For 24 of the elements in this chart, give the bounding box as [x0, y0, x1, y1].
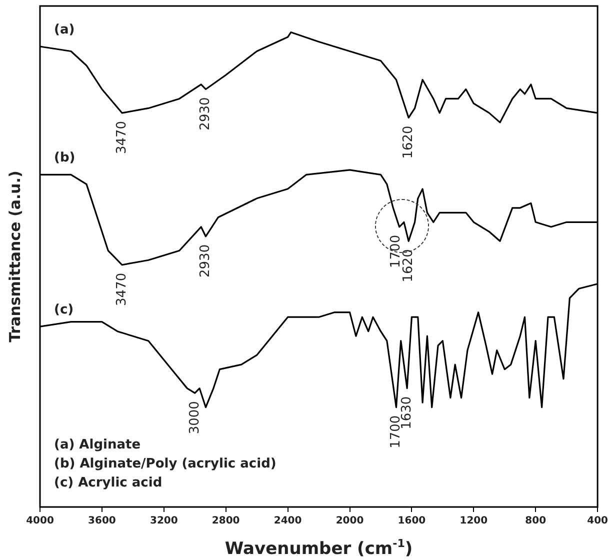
annotation: 3000	[187, 401, 202, 434]
annotation: (b) Alginate/Poly (acrylic acid)	[54, 456, 276, 472]
x-tick-label: 2400	[274, 516, 302, 527]
x-tick-label: 400	[587, 516, 608, 527]
annotation: 3470	[114, 272, 130, 306]
x-tick-label: 3600	[88, 516, 116, 527]
annotation: 2930	[198, 97, 214, 130]
annotation: (c) Acrylic acid	[54, 475, 162, 490]
x-tick-label: 3200	[150, 516, 178, 527]
y-axis-title: Transmittance (a.u.)	[6, 170, 24, 342]
x-tick-label: 1600	[398, 516, 426, 527]
annotation: 2930	[198, 244, 214, 278]
series-label: (c)	[54, 302, 74, 318]
annotation: 1620	[400, 249, 416, 282]
annotation: 3470	[114, 120, 130, 154]
x-tick-label: 2000	[336, 516, 364, 527]
x-tick-label: 4000	[26, 516, 54, 527]
x-tick-label: 1200	[460, 516, 488, 527]
x-tick-label: 2800	[212, 516, 240, 527]
annotation: (a) Alginate	[54, 437, 141, 452]
series-label: (b)	[54, 150, 76, 166]
x-tick-label: 800	[525, 516, 546, 527]
annotation: 1620	[400, 126, 416, 159]
series-label: (a)	[54, 22, 75, 38]
